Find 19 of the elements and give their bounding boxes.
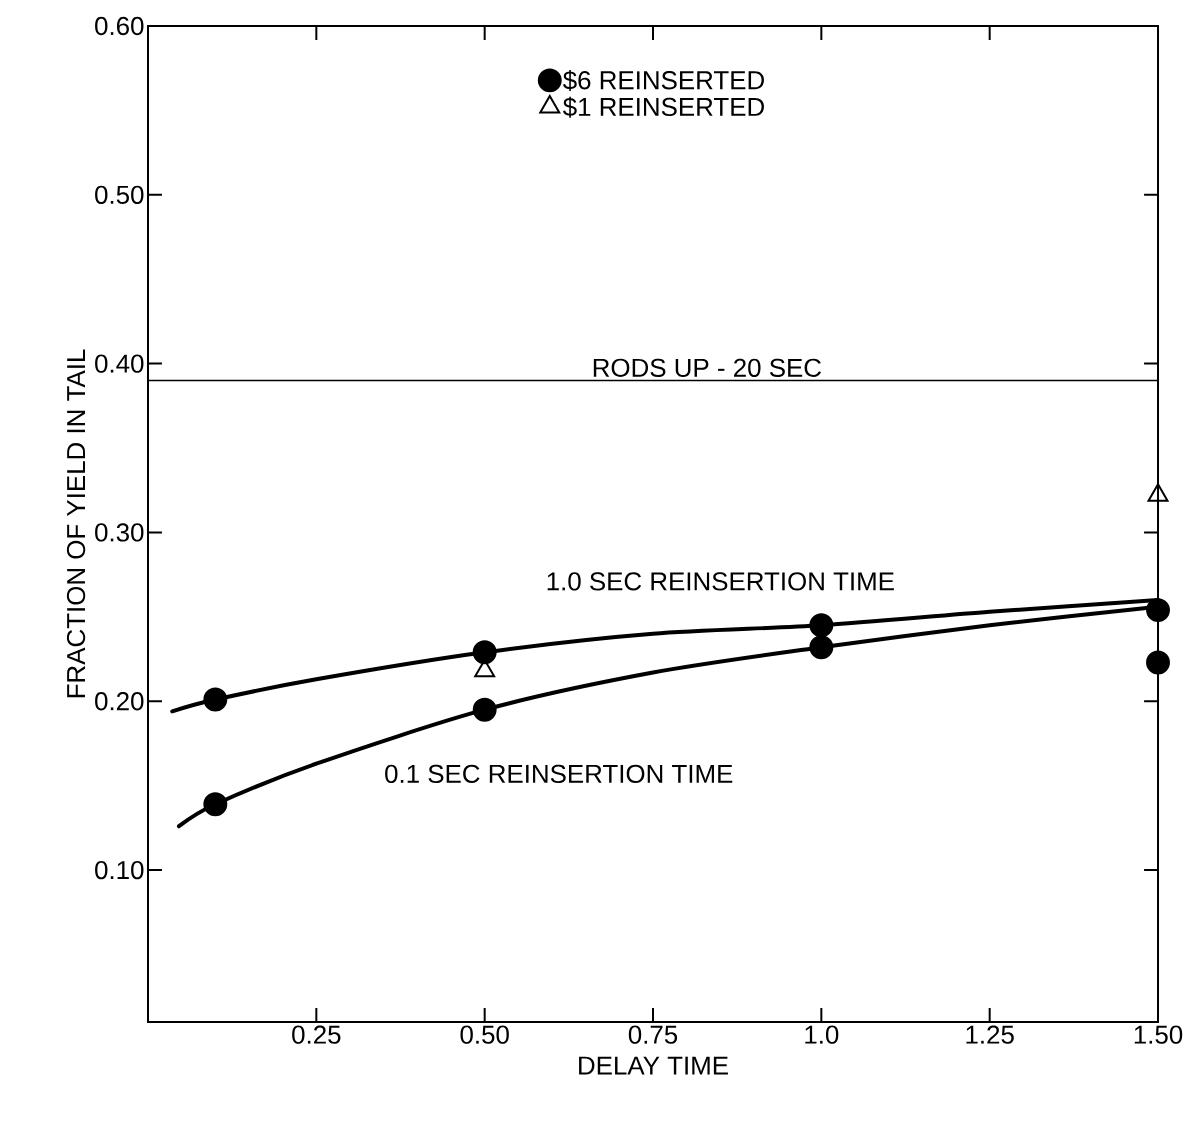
- ref-line-label: RODS UP - 20 SEC: [593, 358, 822, 377]
- x-tick-label: 1.50: [1134, 1025, 1183, 1044]
- y-tick-label: 0.30: [95, 523, 144, 542]
- x-axis-title: DELAY TIME: [579, 1056, 728, 1075]
- y-tick-label: 0.40: [95, 354, 144, 373]
- annotation: 1.0 SEC REINSERTION TIME: [547, 572, 894, 591]
- y-tick-label: 0.60: [95, 16, 144, 36]
- annotation: 0.1 SEC REINSERTION TIME: [385, 764, 733, 784]
- y-tick-label: 0.10: [95, 860, 144, 880]
- legend-label: $6 REINSERTED: [563, 70, 764, 91]
- x-tick-label: 0.25: [292, 1025, 341, 1044]
- legend-label: $1 REINSERTED: [563, 96, 764, 118]
- y-tick-label: 0.20: [95, 692, 144, 711]
- y-axis-title: FRACTION OF YIELD IN TAIL: [66, 349, 86, 698]
- x-tick-label: 0.75: [628, 1025, 678, 1044]
- x-tick-label: 0.50: [460, 1025, 509, 1044]
- x-tick-label: 1.25: [966, 1025, 1014, 1044]
- y-tick-label: 0.50: [95, 185, 144, 204]
- x-tick-label: 1.0: [805, 1025, 839, 1044]
